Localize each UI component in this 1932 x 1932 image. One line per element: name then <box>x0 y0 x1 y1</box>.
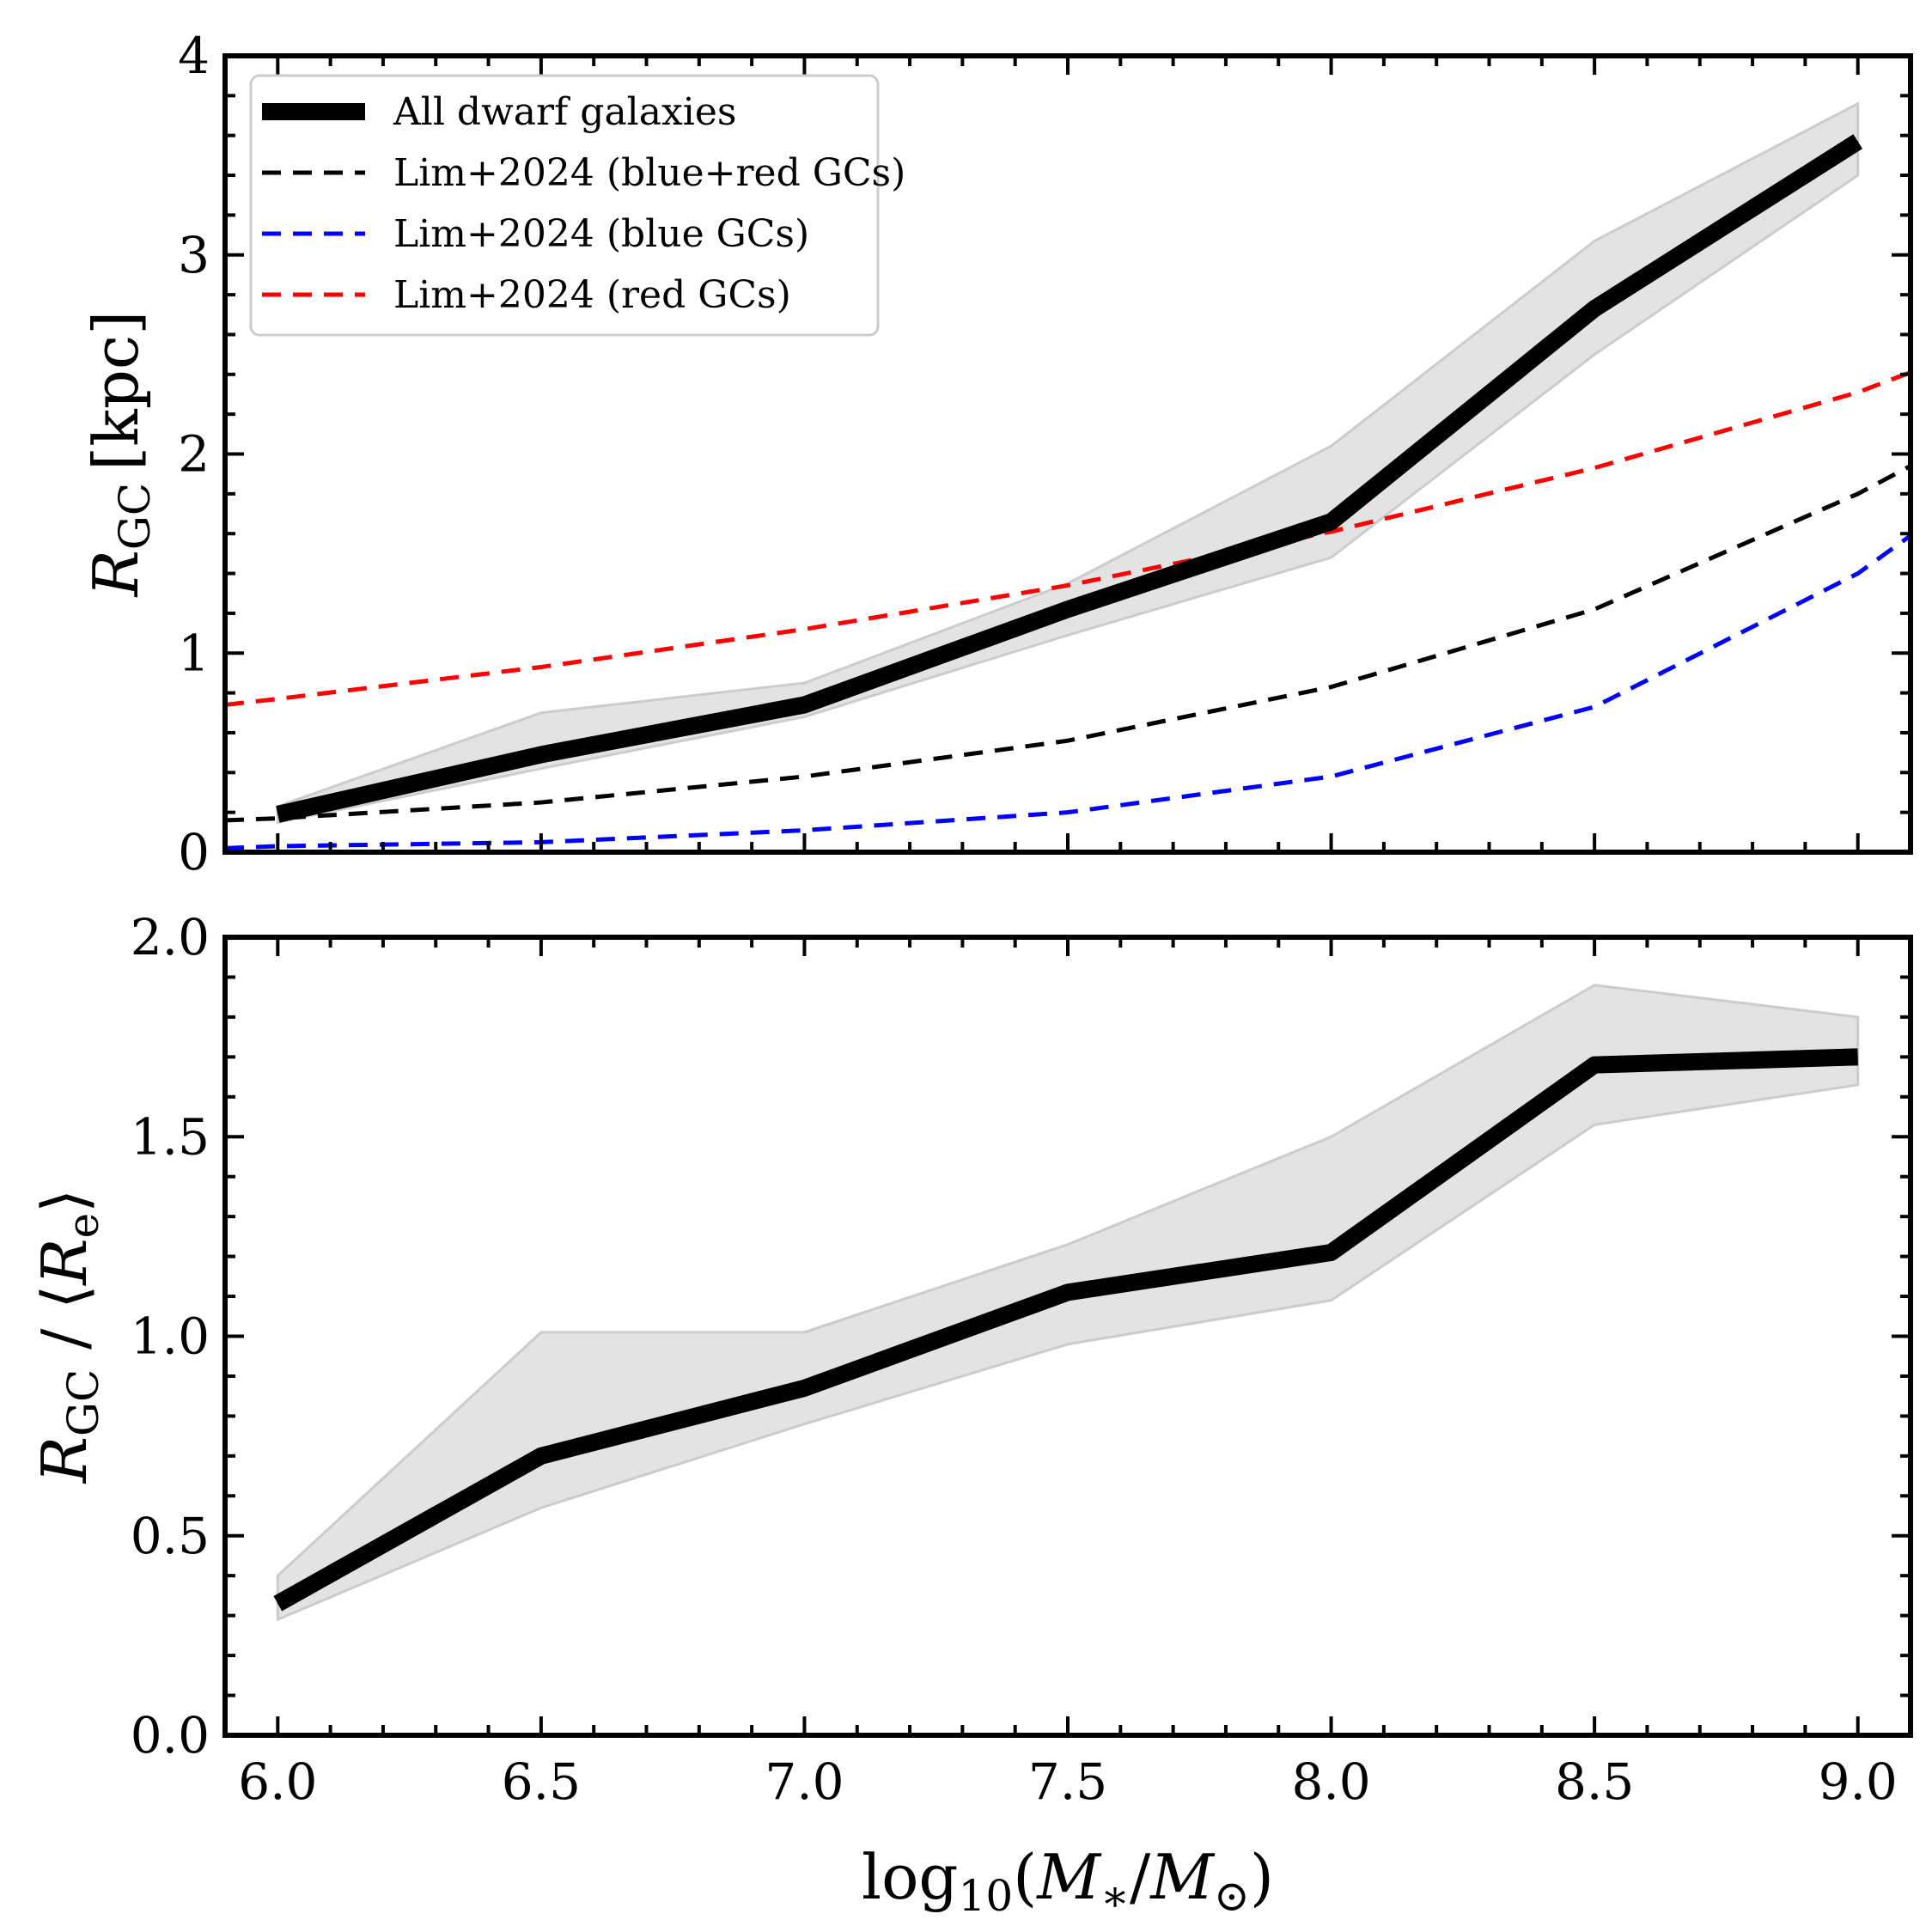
top-data-point <box>1067 608 1069 610</box>
bottom-data-point <box>1067 1291 1069 1293</box>
top-series-2 <box>224 533 1912 850</box>
top-panel: 0 1 2 3 4 All dwarf galaxies Lim+2024 (blue+r… <box>80 27 1913 881</box>
top-y-tick-label: 2 <box>178 425 210 484</box>
bottom-x-tick-label: 6.5 <box>502 1752 581 1811</box>
top-uncertainty-band-group <box>276 101 1860 825</box>
bottom-y-tick-label: 1.5 <box>131 1107 210 1166</box>
top-data-point <box>1331 521 1332 522</box>
legend: All dwarf galaxies Lim+2024 (blue+red GCs… <box>249 74 905 337</box>
top-ticks-group: 0 1 2 3 4 <box>178 27 1911 881</box>
top-y-tick-label: 1 <box>178 624 210 682</box>
bottom-panel: 0.0 0.5 1.0 1.5 2.0 6.0 6.5 7.0 7.5 8.0 8.5 9.0 RGC… <box>28 908 1913 1921</box>
top-data-point <box>1857 141 1859 143</box>
top-band-0 <box>276 101 1860 825</box>
bottom-lines-group <box>273 1048 1859 1612</box>
bottom-x-tick-label: 9.0 <box>1819 1752 1898 1811</box>
bottom-y-tick-label: 0.0 <box>131 1706 210 1764</box>
bottom-band-0 <box>276 984 1860 1622</box>
top-series-0 <box>276 134 1863 823</box>
bottom-y-tick-label: 0.5 <box>131 1507 210 1565</box>
top-data-point <box>540 753 542 755</box>
top-y-axis-label: RGC[kpc] <box>80 311 160 599</box>
bottom-axes-frame <box>222 935 1913 1738</box>
bottom-data-point <box>277 1603 278 1605</box>
bottom-y-tick-label: 1.0 <box>131 1307 210 1366</box>
legend-entry: Lim+2024 (red GCs) <box>262 273 791 317</box>
top-series-3 <box>224 370 1911 707</box>
top-data-point <box>803 704 805 706</box>
bottom-uncertainty-band-group <box>276 984 1860 1622</box>
bottom-data-point <box>1594 1064 1595 1066</box>
top-series-line-1 <box>224 464 1912 823</box>
bottom-y-tick-label: 2.0 <box>131 908 210 966</box>
bottom-x-tick-label: 7.5 <box>1028 1752 1107 1811</box>
top-data-point <box>1594 308 1595 309</box>
bottom-x-tick-label: 7.0 <box>765 1752 844 1811</box>
x-axis-label: log10(M∗/M⊙) <box>862 1841 1274 1921</box>
top-y-tick-label: 0 <box>178 823 210 881</box>
top-series-1 <box>224 464 1912 823</box>
bottom-series-0 <box>273 1048 1859 1612</box>
top-lines-group <box>224 134 1912 850</box>
bottom-x-tick-label: 8.0 <box>1291 1752 1370 1811</box>
bottom-y-axis-label: RGC / ⟨Re⟩ <box>28 1189 108 1484</box>
bottom-data-point <box>540 1455 542 1457</box>
legend-label: All dwarf galaxies <box>393 90 736 134</box>
legend-label: Lim+2024 (blue+red GCs) <box>393 151 905 195</box>
bottom-data-point <box>803 1387 805 1389</box>
top-axes-frame <box>222 53 1913 855</box>
bottom-ticks-group: 0.0 0.5 1.0 1.5 2.0 6.0 6.5 7.0 7.5 8.0 8.5 9.0 <box>131 908 1911 1811</box>
legend-label: Lim+2024 (red GCs) <box>393 273 791 317</box>
legend-entry: Lim+2024 (blue+red GCs) <box>262 151 905 195</box>
legend-entry: Lim+2024 (blue GCs) <box>262 212 809 256</box>
bottom-x-tick-label: 8.5 <box>1555 1752 1634 1811</box>
legend-label: Lim+2024 (blue GCs) <box>393 212 809 256</box>
bottom-x-tick-label: 6.0 <box>238 1752 317 1811</box>
top-series-line-2 <box>224 533 1912 850</box>
legend-entry: All dwarf galaxies <box>262 90 736 134</box>
top-series-line-3 <box>224 370 1911 707</box>
top-y-tick-label: 4 <box>178 27 210 85</box>
top-y-tick-label: 3 <box>178 226 210 284</box>
legend-box <box>249 74 880 337</box>
